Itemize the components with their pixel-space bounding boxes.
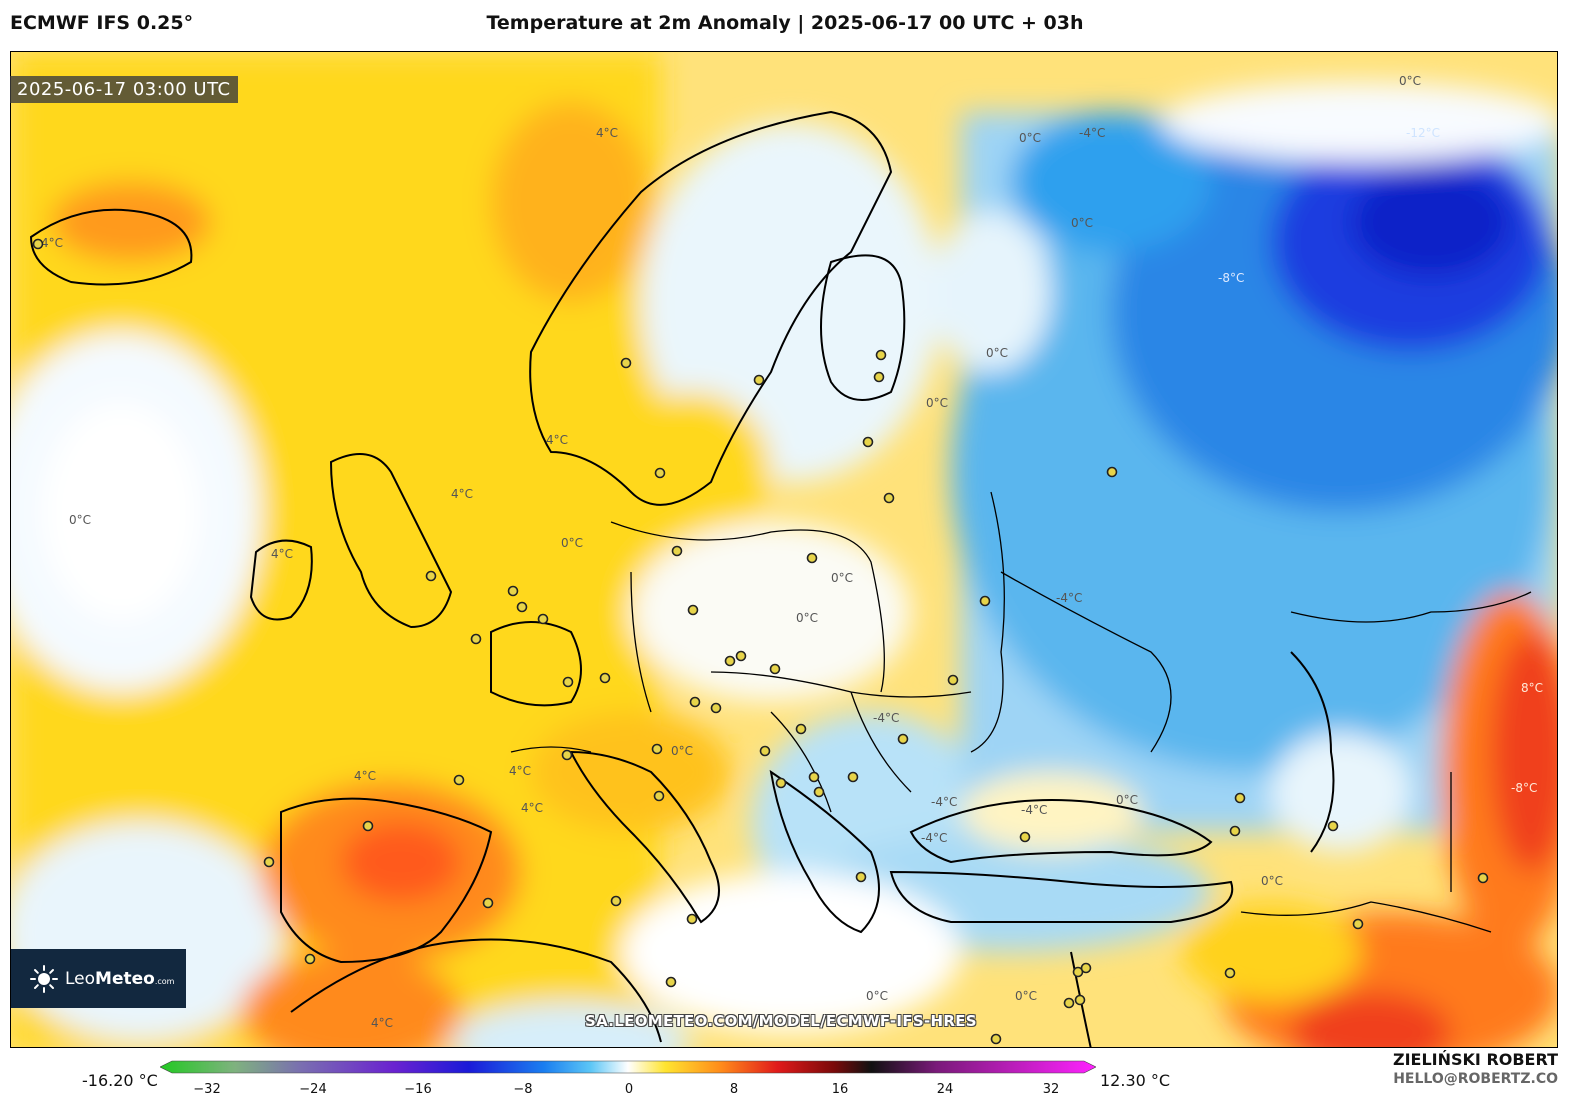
source-url-watermark[interactable]: SA.LEOMETEO.COM/MODEL/ECMWF-IFS-HRES [585, 1012, 977, 1030]
sun-icon [30, 964, 58, 993]
author-credit: ZIELIŃSKI ROBERT [1392, 1050, 1558, 1069]
colorbar [160, 1060, 1096, 1074]
colorbar-tick: −32 [193, 1082, 221, 1097]
colorbar-tick: 16 [831, 1082, 849, 1097]
contour-label: -4°C [873, 711, 899, 725]
contour-label: 4°C [41, 236, 63, 250]
model-label: ECMWF IFS 0.25° [10, 12, 194, 34]
contour-label: 4°C [271, 547, 293, 561]
contour-label: 0°C [866, 989, 888, 1003]
valid-time-label: 2025-06-17 03:00 UTC [10, 76, 238, 103]
logo-wordmark: LeoMeteo.com [65, 968, 175, 989]
contour-labels: 0°C 0°C -4°C -12°C -8°C 0°C 0°C 0°C 4°C … [41, 74, 1543, 1030]
contour-label: 0°C [1015, 989, 1037, 1003]
leometeo-logo[interactable]: LeoMeteo.com [11, 949, 186, 1008]
contour-label: 8°C [1521, 681, 1543, 695]
contour-label: 0°C [1116, 793, 1138, 807]
colorbar-tick: 0 [624, 1082, 634, 1097]
author-email[interactable]: HELLO@ROBERTZ.CO [1393, 1071, 1558, 1087]
contour-label: -4°C [921, 831, 947, 845]
chart-title: Temperature at 2m Anomaly | 2025-06-17 0… [486, 12, 1084, 34]
colorbar-tick: 8 [729, 1082, 739, 1097]
contour-label: 0°C [926, 396, 948, 410]
contour-label: 4°C [509, 764, 531, 778]
contour-label: 0°C [561, 536, 583, 550]
colorbar-tick: −16 [404, 1082, 432, 1097]
anomaly-field [11, 52, 1557, 1047]
city-markers [32, 238, 1489, 1045]
contour-label: 0°C [986, 346, 1008, 360]
contour-label: -4°C [1079, 126, 1105, 140]
colorbar-min-value: -16.20 °C [82, 1071, 158, 1090]
contour-label: 4°C [354, 769, 376, 783]
contour-label: 0°C [1019, 131, 1041, 145]
contour-label: 4°C [521, 801, 543, 815]
colorbar-tick: 24 [936, 1082, 954, 1097]
colorbar-tick: 32 [1042, 1082, 1060, 1097]
borders [510, 491, 1532, 933]
colorbar-tick: −24 [299, 1082, 327, 1097]
colorbar-tick: −8 [513, 1082, 533, 1097]
contour-label: 0°C [69, 513, 91, 527]
contour-label: -8°C [1511, 781, 1537, 795]
contour-label: -12°C [1406, 126, 1440, 140]
contour-label: -4°C [1021, 803, 1047, 817]
contour-label: 0°C [1071, 216, 1093, 230]
contour-label: 0°C [796, 611, 818, 625]
contour-label: 0°C [671, 744, 693, 758]
contour-label: 4°C [371, 1016, 393, 1030]
contour-label: 0°C [1399, 74, 1421, 88]
anomaly-map[interactable]: 0°C 0°C -4°C -12°C -8°C 0°C 0°C 0°C 4°C … [10, 51, 1558, 1048]
map-canvas: 0°C 0°C -4°C -12°C -8°C 0°C 0°C 0°C 4°C … [11, 52, 1557, 1047]
contour-label: 0°C [1261, 874, 1283, 888]
contour-label: 4°C [451, 487, 473, 501]
contour-label: 4°C [546, 433, 568, 447]
contour-label: 0°C [831, 571, 853, 585]
contour-label: -8°C [1218, 271, 1244, 285]
contour-label: -4°C [931, 795, 957, 809]
contour-label: 4°C [596, 126, 618, 140]
colorbar-max-value: 12.30 °C [1100, 1071, 1171, 1090]
coastlines [29, 110, 1335, 1047]
contour-label: -4°C [1056, 591, 1082, 605]
